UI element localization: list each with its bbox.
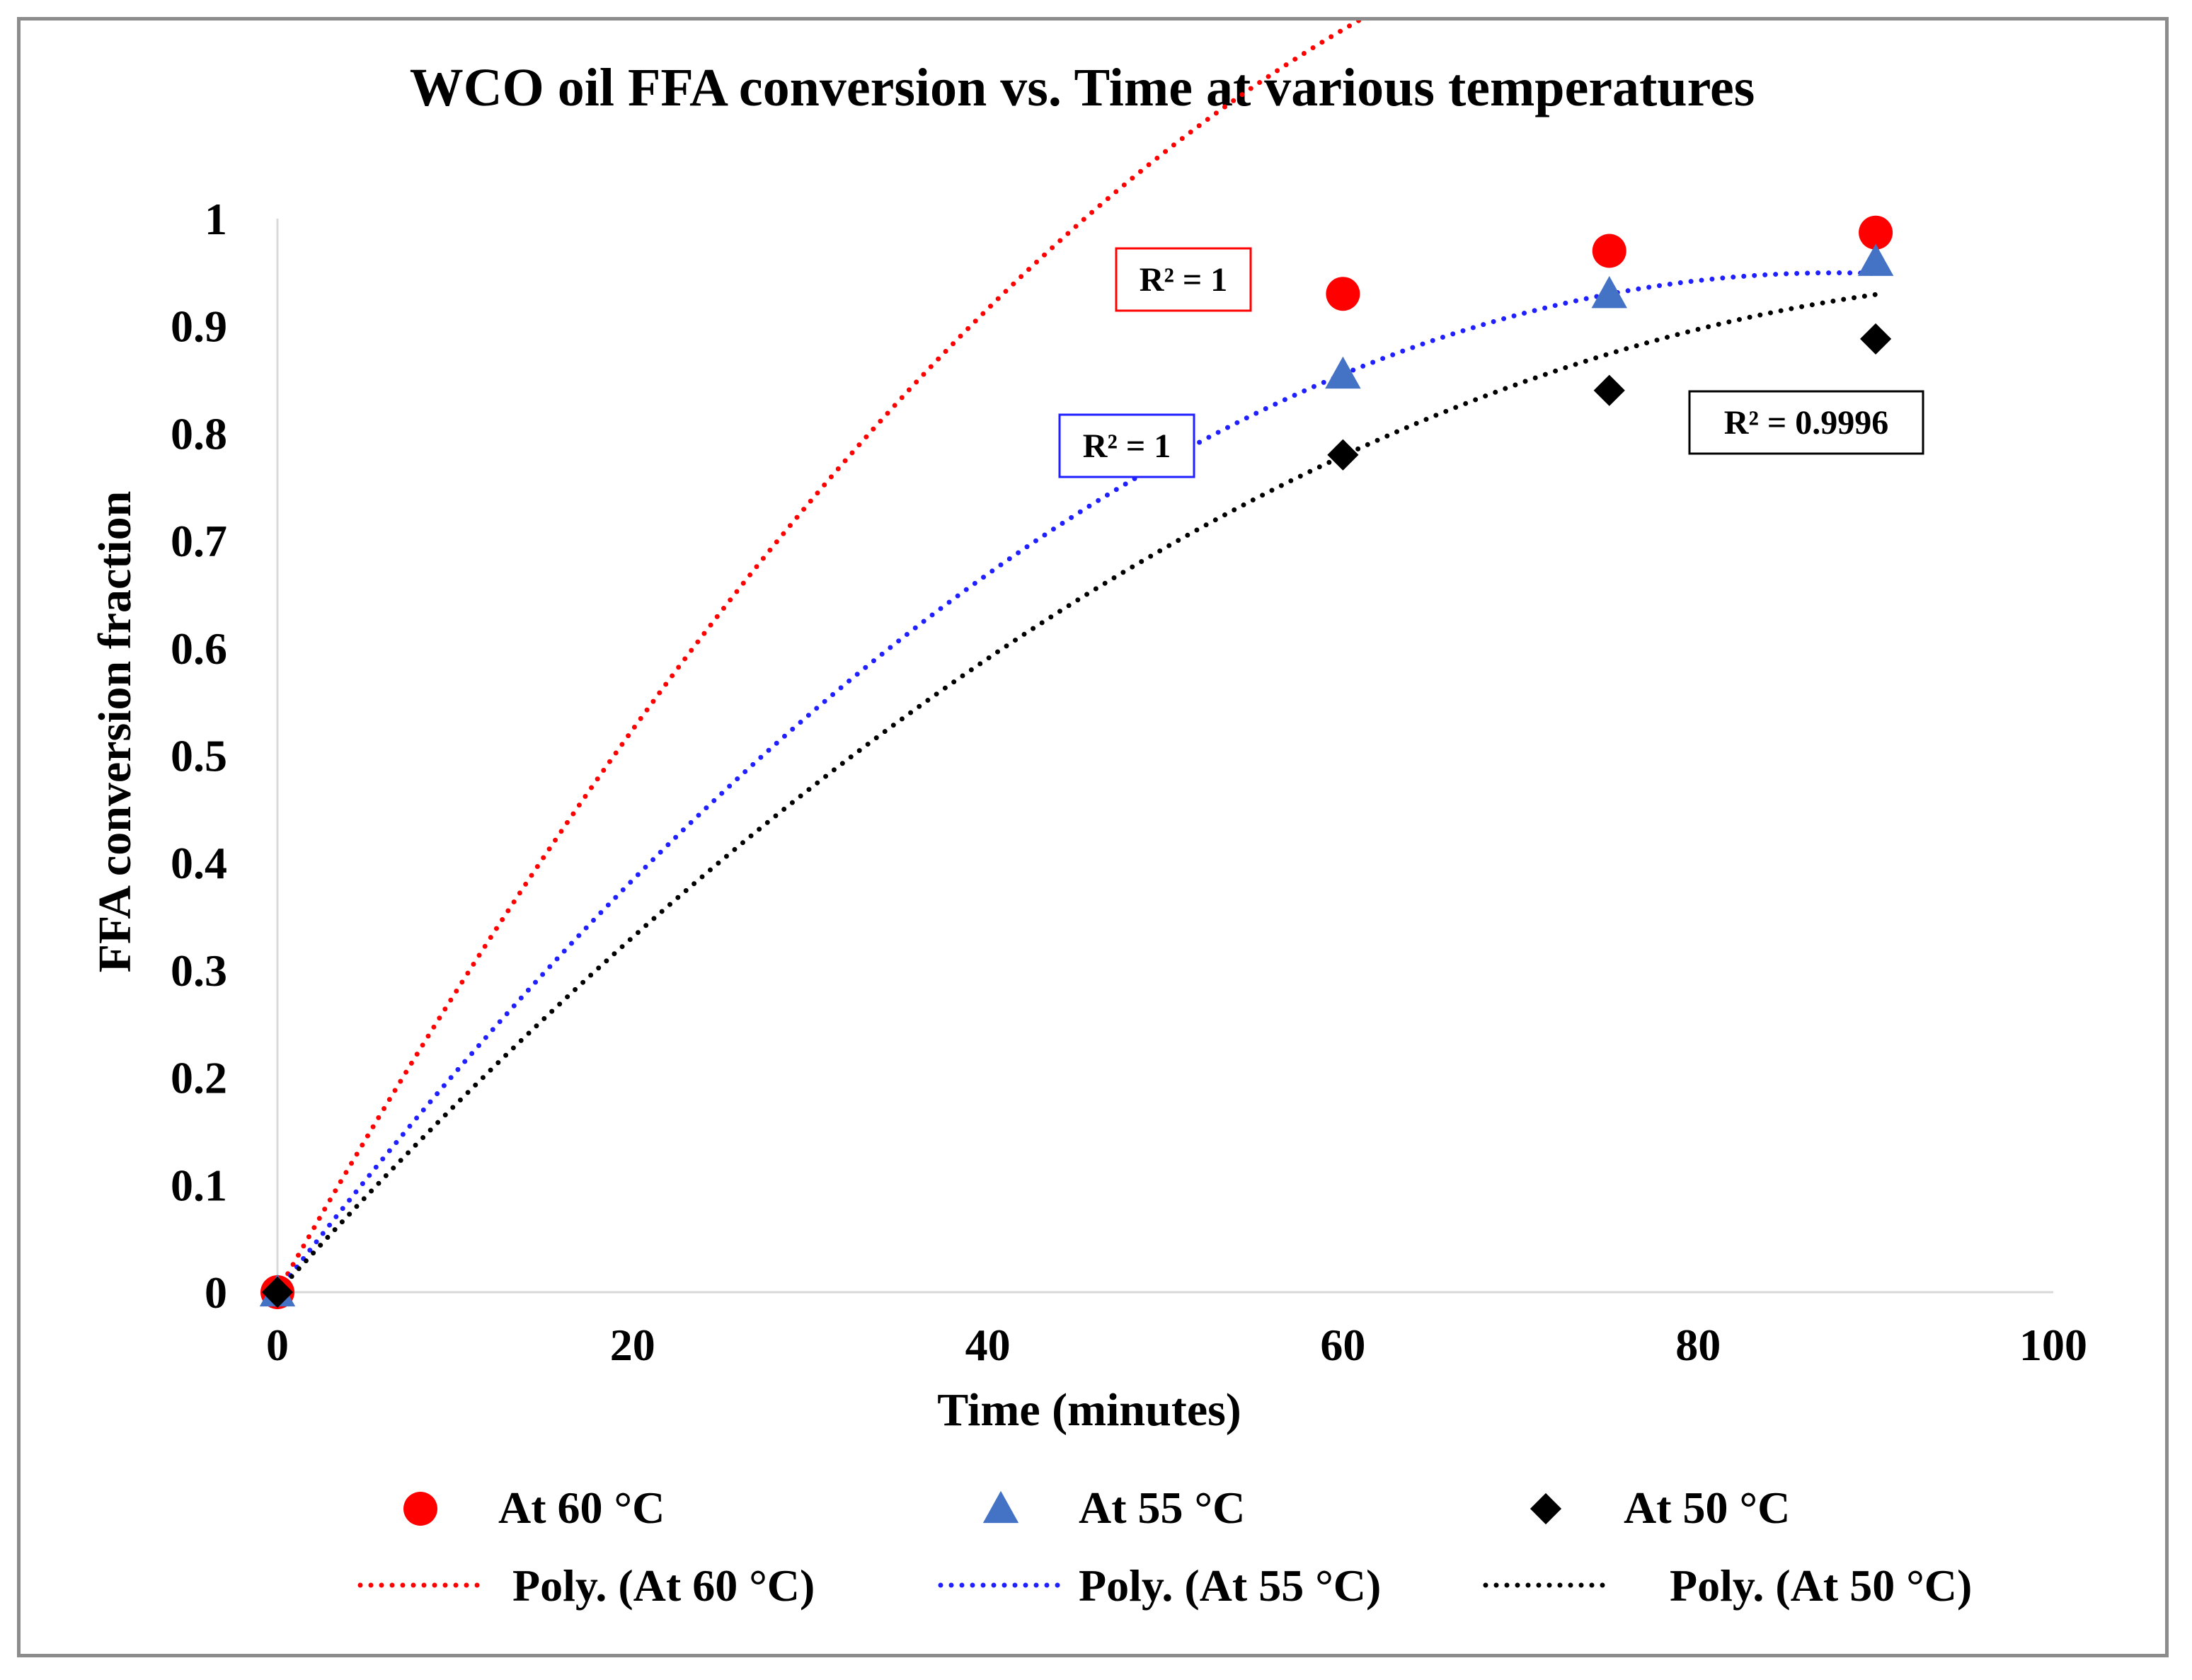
trendline-series-2	[275, 292, 1878, 1295]
r2-box-55	[1058, 413, 1195, 478]
data-point-series-2	[1860, 323, 1892, 355]
data-point-series-2	[1327, 439, 1359, 471]
y-tick-label: 0.2	[171, 1053, 227, 1103]
legend-marker-series-0	[403, 1492, 437, 1526]
chart-svg: WCO oil FFA conversion vs. Time at vario…	[89, 21, 2087, 1611]
data-point-series-0	[1859, 215, 1893, 250]
data-markers	[259, 215, 1894, 1309]
r2-box-60	[1115, 247, 1252, 312]
r2-text-50: R² = 0.9996	[1724, 404, 1888, 442]
chart-title: WCO oil FFA conversion vs. Time at vario…	[410, 58, 1755, 117]
y-tick-label: 0.7	[171, 516, 227, 566]
r2-label-55: R² = 1	[1058, 413, 1195, 478]
trendlines	[275, 21, 1878, 1295]
y-axis-label: FFA conversion fraction	[89, 491, 141, 973]
y-tick-label: 0.1	[171, 1160, 227, 1210]
legend-label-series-1: At 55 °C	[1079, 1483, 1245, 1533]
y-tick-label: 0.6	[171, 623, 227, 674]
y-tick-label: 0.4	[171, 838, 227, 888]
data-point-series-1	[1591, 275, 1627, 309]
y-tick-label: 0.9	[171, 301, 227, 352]
trendline-series-0	[275, 21, 1365, 1295]
data-point-series-1	[1325, 356, 1361, 389]
y-tick-labels: 0 0.1 0.2 0.3 0.4 0.5 0.6 0.7 0.8 0.9 1	[171, 194, 227, 1318]
r2-text-55: R² = 1	[1083, 427, 1171, 465]
data-point-series-2	[261, 1276, 294, 1308]
x-tick-label: 60	[1320, 1320, 1365, 1370]
r2-label-50: R² = 0.9996	[1688, 390, 1924, 455]
x-tick-label: 20	[610, 1320, 655, 1370]
r2-label-60: R² = 1	[1115, 247, 1252, 312]
legend-label-series-2: At 50 °C	[1624, 1483, 1790, 1533]
x-tick-label: 40	[965, 1320, 1011, 1370]
legend-marker-series-2	[1530, 1492, 1562, 1525]
legend-trend-label-series-2: Poly. (At 50 °C)	[1670, 1560, 1972, 1611]
data-point-series-0	[1592, 234, 1626, 268]
data-point-series-1	[1857, 243, 1894, 276]
y-tick-label: 0	[205, 1267, 227, 1318]
y-tick-label: 0.5	[171, 731, 227, 781]
x-axis-label: Time (minutes)	[937, 1384, 1241, 1436]
y-tick-label: 1	[205, 194, 227, 244]
legend-trend-label-series-1: Poly. (At 55 °C)	[1079, 1560, 1381, 1611]
y-tick-label: 0.8	[171, 408, 227, 459]
chart-frame: WCO oil FFA conversion vs. Time at vario…	[17, 17, 2169, 1657]
data-point-series-2	[1593, 374, 1625, 406]
x-tick-labels: 0 20 40 60 80 100	[266, 1320, 2087, 1370]
legend-trend-label-series-0: Poly. (At 60 °C)	[512, 1560, 815, 1611]
r2-text-60: R² = 1	[1140, 261, 1227, 299]
y-tick-label: 0.3	[171, 945, 227, 996]
legend-label-series-0: At 60 °C	[498, 1483, 665, 1533]
legend: At 60 °C Poly. (At 60 °C) At 55 °C Poly. (A…	[357, 1483, 1972, 1611]
legend-marker-series-1	[982, 1490, 1019, 1524]
r2-box-50	[1688, 390, 1924, 455]
x-tick-label: 80	[1675, 1320, 1721, 1370]
x-tick-label: 0	[266, 1320, 289, 1370]
data-point-series-0	[1326, 277, 1360, 311]
x-tick-label: 100	[2019, 1320, 2087, 1370]
